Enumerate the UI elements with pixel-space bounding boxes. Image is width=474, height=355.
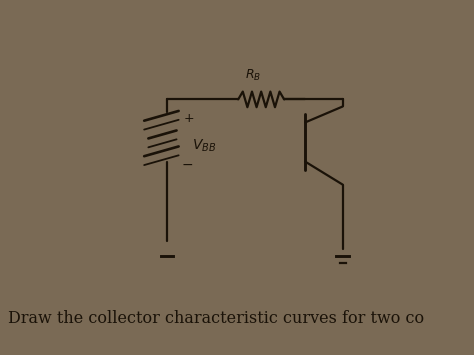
Text: −: − bbox=[182, 158, 193, 172]
Text: $V_{BB}$: $V_{BB}$ bbox=[192, 138, 217, 154]
Text: +: + bbox=[184, 113, 194, 125]
Text: Draw the collector characteristic curves for two co: Draw the collector characteristic curves… bbox=[9, 310, 425, 327]
Text: $R_B$: $R_B$ bbox=[245, 68, 261, 83]
